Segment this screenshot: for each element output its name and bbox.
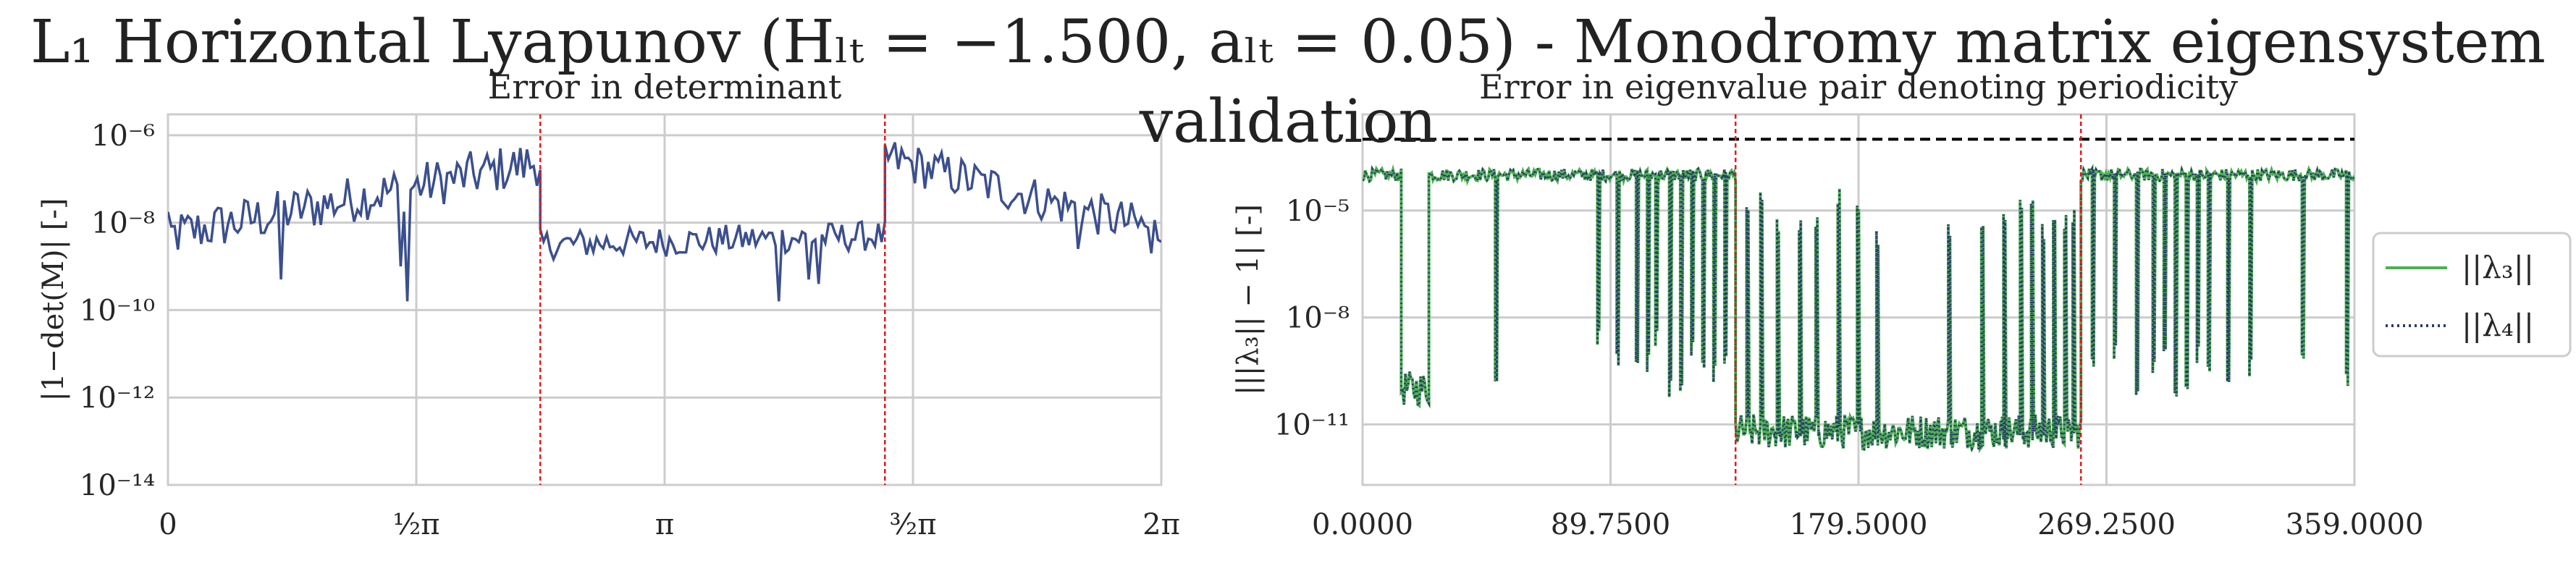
x-tick-label: ³⁄₂π [889, 508, 936, 541]
determinant-error-panel: 0 ½π π ³⁄₂π 2π 10⁻¹⁴ 10⁻¹² 10⁻¹⁰ 10⁻⁸ 10⁻⁶ Error i… [37, 67, 1180, 541]
x-tick-label: 0.0000 [1312, 508, 1413, 541]
y-tick-label: 10⁻⁵ [1286, 195, 1350, 228]
legend-label: ||λ₃|| [2462, 250, 2534, 285]
y-tick-label: 10⁻¹⁴ [80, 469, 155, 502]
y-tick-label: 10⁻⁸ [1286, 302, 1350, 335]
x-tick-label: 89.7500 [1551, 508, 1670, 541]
panel-title: Error in determinant [488, 67, 842, 106]
axes-frame [167, 113, 1163, 486]
determinant-error-line [168, 142, 1161, 302]
y-axis-label: |||λ₃|| − 1| [-] [1232, 204, 1265, 395]
figure-title: L₁ Horizontal Lyapunov (Hₗₜ = −1.500, aₗ… [30, 8, 2546, 156]
panel-title: Error in eigenvalue pair denoting period… [1479, 67, 2238, 106]
y-tick-label: 10⁻¹⁰ [80, 294, 155, 327]
legend-label: ||λ₄|| [2462, 308, 2534, 343]
legend: ||λ₃|| ||λ₄|| [2372, 232, 2572, 358]
x-tick-label: 359.0000 [2286, 508, 2424, 541]
x-tick-label: 0 [159, 508, 177, 541]
axes-frame [1361, 113, 2356, 486]
lambda4-series-line [1363, 164, 2354, 452]
y-tick-label: 10⁻¹¹ [1274, 408, 1350, 442]
x-tick-label: 269.2500 [2037, 508, 2176, 541]
y-tick-label: 10⁻¹² [80, 381, 155, 415]
eigenvalue-error-panel: 0.0000 89.7500 179.5000 269.2500 359.0000 10⁻… [1232, 67, 2572, 541]
x-tick-label: 179.5000 [1790, 508, 1928, 541]
x-tick-label: ½π [392, 508, 439, 541]
x-tick-label: 2π [1142, 508, 1180, 541]
y-tick-label: 10⁻⁸ [91, 207, 155, 240]
y-axis-label: |1−det(M)| [-] [37, 198, 70, 402]
y-tick-label: 10⁻⁶ [91, 119, 155, 153]
x-tick-label: π [655, 508, 674, 541]
